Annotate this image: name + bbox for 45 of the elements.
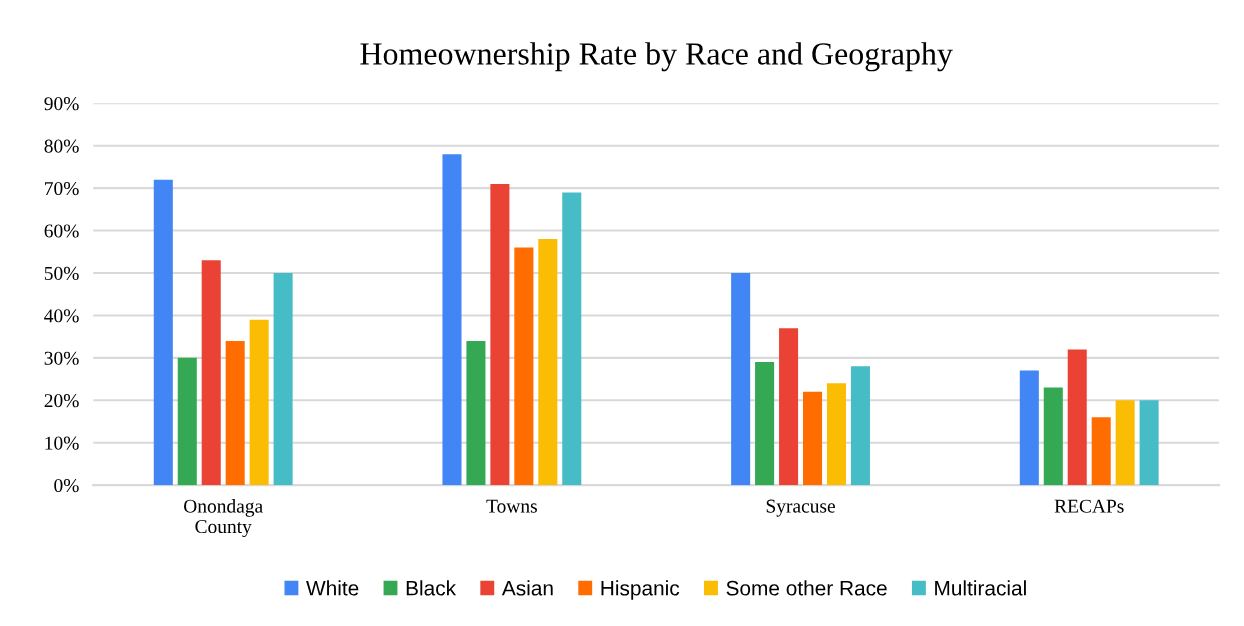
bar bbox=[1067, 349, 1087, 486]
legend-label: Asian bbox=[501, 580, 553, 596]
bar bbox=[1139, 400, 1159, 486]
y-tick-label: 50% bbox=[44, 266, 79, 281]
bar bbox=[538, 239, 558, 486]
bar bbox=[490, 183, 510, 486]
bar bbox=[1019, 370, 1039, 486]
y-tick-label: 20% bbox=[44, 394, 79, 408]
y-tick-label: 70% bbox=[45, 181, 79, 196]
y-tick-label: 80% bbox=[44, 139, 79, 153]
legend-label: Black bbox=[406, 580, 457, 596]
y-tick-label: 0% bbox=[54, 478, 79, 493]
bar bbox=[1043, 387, 1063, 486]
bar bbox=[1091, 417, 1111, 486]
y-tick-label: 60% bbox=[44, 224, 79, 238]
legend-label: Hispanic bbox=[601, 580, 680, 600]
y-tick-label: 90% bbox=[44, 97, 79, 111]
bar bbox=[826, 383, 847, 486]
legend-label: White bbox=[306, 580, 359, 596]
bar bbox=[249, 319, 269, 486]
bar bbox=[201, 260, 221, 486]
x-tick-label: Syracuse bbox=[766, 499, 835, 517]
y-tick-label: 40% bbox=[44, 309, 79, 323]
legend-label: Multiracial bbox=[935, 580, 1026, 596]
bar bbox=[1115, 400, 1135, 486]
bar bbox=[177, 357, 197, 486]
bar bbox=[755, 362, 775, 486]
x-tick-label: Onondaga County bbox=[184, 499, 263, 538]
y-tick-label: 10% bbox=[45, 436, 79, 450]
x-tick-label: Towns bbox=[486, 499, 537, 513]
bar bbox=[562, 192, 582, 486]
bar bbox=[779, 328, 799, 486]
bar bbox=[273, 273, 293, 486]
bar bbox=[731, 273, 751, 486]
y-tick-label: 30% bbox=[44, 351, 79, 365]
legend-label: Some other Race bbox=[726, 580, 887, 596]
x-tick-label: RECAPs bbox=[1054, 499, 1124, 513]
bar bbox=[442, 154, 462, 486]
bar bbox=[466, 340, 486, 486]
bar bbox=[803, 391, 823, 486]
chart-title: Homeownership Rate by Race and Geography bbox=[360, 42, 953, 72]
bar bbox=[514, 247, 534, 486]
bar bbox=[153, 179, 173, 486]
bar bbox=[850, 366, 870, 486]
bar bbox=[225, 340, 245, 486]
